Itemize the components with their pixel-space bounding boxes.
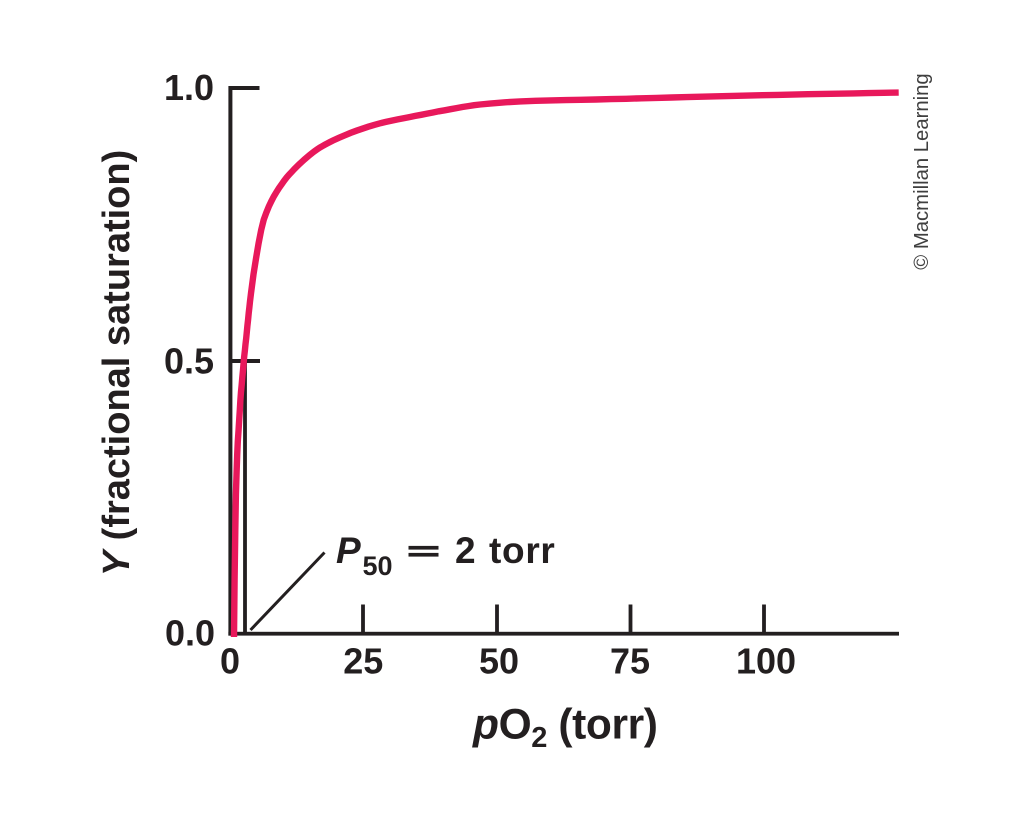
svg-text:75: 75 <box>610 641 650 682</box>
svg-text:25: 25 <box>343 641 383 682</box>
svg-text:Y (fractional saturation): Y (fractional saturation) <box>96 150 138 577</box>
svg-text:0: 0 <box>220 641 240 682</box>
svg-text:© Macmillan Learning: © Macmillan Learning <box>911 73 933 269</box>
svg-text:pO2 (torr): pO2 (torr) <box>472 702 657 755</box>
svg-text:0.5: 0.5 <box>164 341 214 382</box>
svg-text:1.0: 1.0 <box>164 67 214 108</box>
svg-text:0.0: 0.0 <box>165 612 215 653</box>
svg-text:100: 100 <box>736 641 796 682</box>
svg-text:50: 50 <box>479 641 519 682</box>
